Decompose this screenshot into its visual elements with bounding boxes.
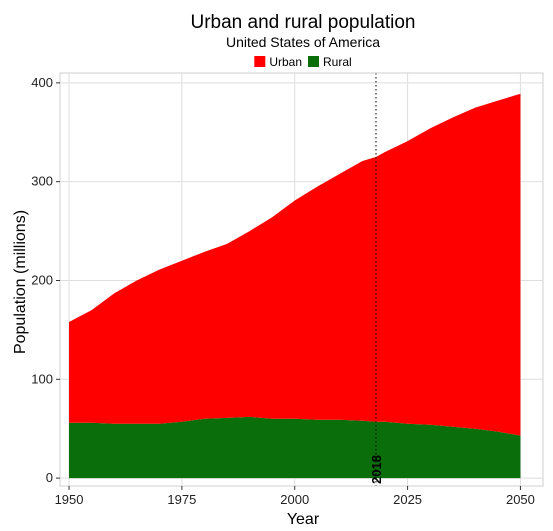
legend-label: Rural — [323, 55, 352, 69]
legend-swatch — [308, 56, 319, 67]
plot-panel-border — [59, 72, 544, 487]
legend: Urban Rural — [254, 55, 352, 69]
x-tick-label: 1950 — [55, 492, 84, 507]
x-axis-title: Year — [287, 511, 320, 528]
chart-subtitle: United States of America — [226, 34, 380, 50]
y-tick-label: 400 — [31, 75, 53, 90]
legend-swatch — [254, 56, 266, 67]
annotations: 2018 — [369, 73, 384, 486]
x-axis-ticks: 1950 1975 2000 2025 2050 — [55, 486, 535, 507]
x-tick-label: 2025 — [393, 492, 422, 507]
legend-item: Rural — [308, 55, 352, 69]
x-tick-label: 2050 — [506, 492, 535, 507]
x-tick-label: 1975 — [167, 492, 196, 507]
y-tick-label: 100 — [31, 371, 53, 386]
area-urban — [69, 93, 521, 436]
y-axis-title: Population (millions) — [12, 210, 29, 354]
y-axis-ticks: 0 100 200 300 400 — [31, 75, 60, 485]
y-tick-label: 200 — [31, 272, 53, 287]
legend-label: Urban — [269, 55, 302, 69]
annotation-label: 2018 — [369, 455, 384, 484]
x-tick-label: 2000 — [280, 492, 309, 507]
stacked-areas — [69, 93, 521, 479]
area-rural — [69, 416, 521, 479]
y-tick-label: 300 — [31, 174, 53, 189]
legend-item: Urban — [254, 55, 302, 69]
y-tick-label: 0 — [46, 470, 53, 485]
chart-title: Urban and rural population — [191, 12, 416, 33]
